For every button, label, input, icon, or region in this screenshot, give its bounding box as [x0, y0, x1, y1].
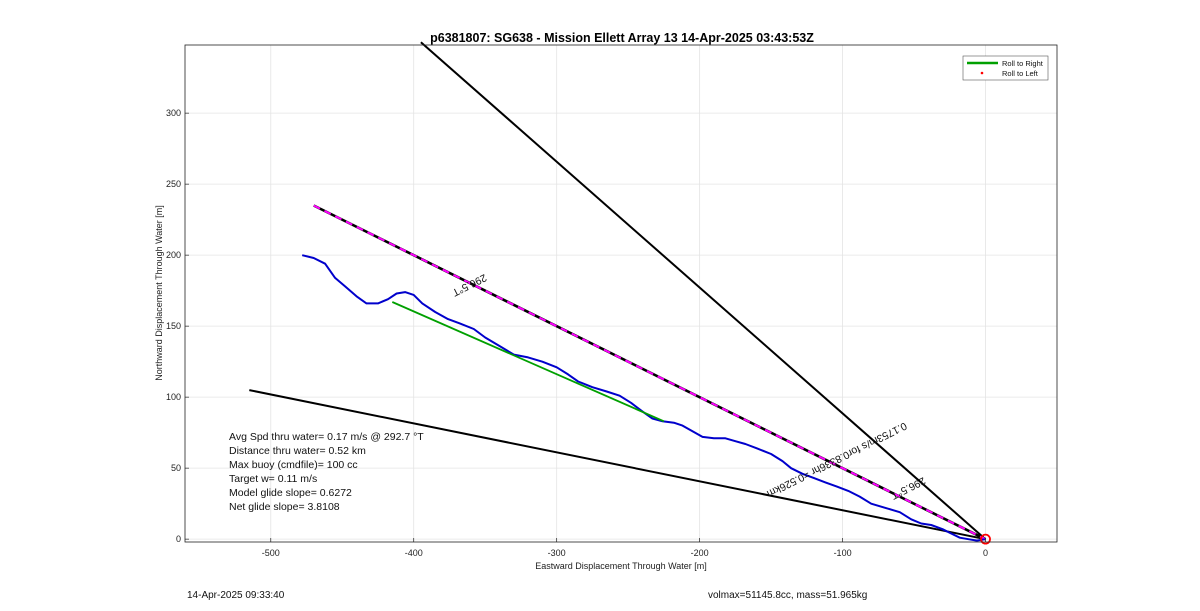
- series-group: [249, 41, 991, 545]
- heading-line-dashed-overlay: [313, 204, 986, 541]
- info-line-distance: Distance thru water= 0.52 km: [229, 445, 366, 457]
- y-tick-label: 50: [171, 463, 181, 473]
- cone-boundary-line: [249, 389, 986, 541]
- y-tick-label: 200: [166, 250, 181, 260]
- y-axis-label: Northward Displacement Through Water [m]: [154, 205, 164, 381]
- x-tick-label: -300: [548, 548, 566, 558]
- x-tick-label: -500: [262, 548, 280, 558]
- annotation-label: 0.1753m/s for0.8336hr =0.526km: [765, 419, 909, 499]
- x-tick-labels: -500 -400 -300 -200 -100 0: [262, 538, 988, 558]
- glider-track-line: [301, 254, 986, 542]
- info-line-avg-speed: Avg Spd thru water= 0.17 m/s @ 292.7 °T: [229, 431, 424, 443]
- y-tick-labels: 0 50 100 150 200 250 300: [166, 108, 189, 544]
- info-block: Avg Spd thru water= 0.17 m/s @ 292.7 °T …: [229, 431, 424, 513]
- info-line-max-buoy: Max buoy (cmdfile)= 100 cc: [229, 459, 358, 471]
- x-tick-label: -400: [405, 548, 423, 558]
- x-tick-label: 0: [983, 548, 988, 558]
- annotation-label: 296.5°T: [889, 474, 928, 502]
- plot-area-frame: [184, 44, 1058, 543]
- cone-boundary-line: [420, 41, 987, 540]
- footer-timestamp: 14-Apr-2025 09:33:40: [187, 590, 285, 601]
- y-tick-label: 250: [166, 179, 181, 189]
- info-line-model-glide: Model glide slope= 0.6272: [229, 487, 352, 499]
- y-tick-label: 0: [176, 534, 181, 544]
- legend-roll-right-label: Roll to Right: [1002, 59, 1044, 68]
- chart-title: p6381807: SG638 - Mission Ellett Array 1…: [430, 31, 814, 45]
- y-tick-label: 100: [166, 392, 181, 402]
- footer-volmax-mass: volmax=51145.8cc, mass=51.965kg: [708, 590, 867, 601]
- x-tick-label: -200: [691, 548, 709, 558]
- legend-roll-left-label: Roll to Left: [1002, 69, 1039, 78]
- info-line-net-glide: Net glide slope= 3.8108: [229, 501, 340, 513]
- y-tick-label: 150: [166, 321, 181, 331]
- legend: Roll to Right Roll to Left: [962, 55, 1049, 81]
- legend-box: [962, 55, 1049, 81]
- x-axis-label: Eastward Displacement Through Water [m]: [535, 561, 707, 571]
- y-tick-label: 300: [166, 108, 181, 118]
- legend-roll-left-swatch: [980, 71, 984, 75]
- roll-right-line: [391, 301, 665, 423]
- info-line-target-w: Target w= 0.11 m/s: [229, 473, 317, 485]
- origin-marker: [980, 533, 991, 545]
- x-tick-label: -100: [834, 548, 852, 558]
